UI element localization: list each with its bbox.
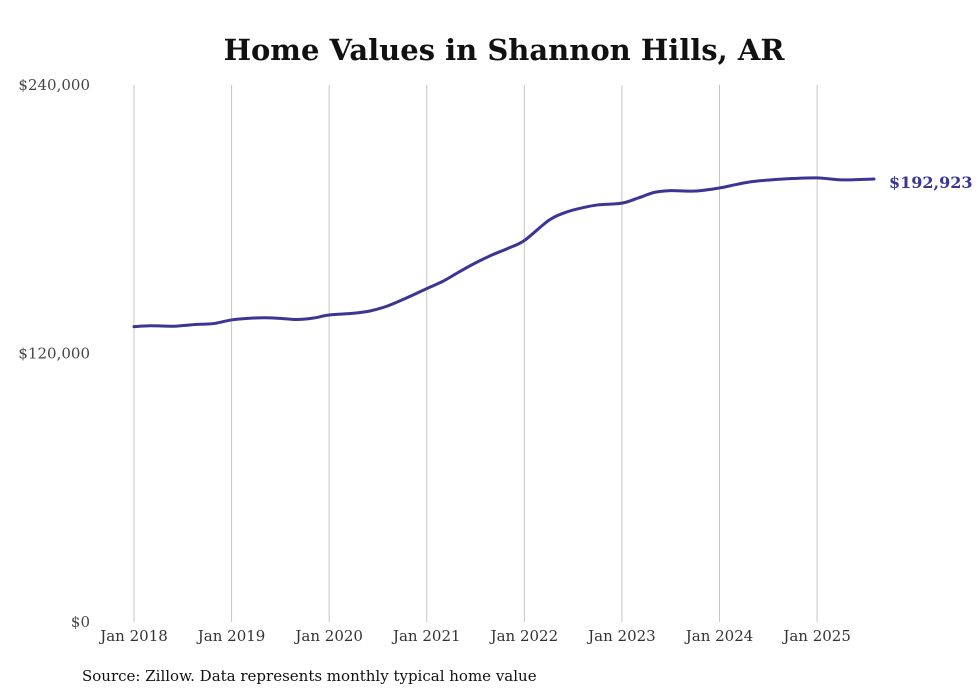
x-tick-label: Jan 2021 — [391, 627, 461, 645]
x-tick-label: Jan 2025 — [781, 627, 851, 645]
series-line — [132, 176, 876, 329]
x-tick-label: Jan 2018 — [98, 627, 168, 645]
end-value-label: $192,923 — [889, 173, 973, 192]
x-tick-label: Jan 2020 — [293, 627, 363, 645]
source-note: Source: Zillow. Data represents monthly … — [82, 667, 537, 685]
x-axis-ticks: Jan 2018 Jan 2019 Jan 2020 Jan 2021 Jan 2022… — [98, 627, 851, 645]
vertical-gridlines — [133, 85, 818, 622]
chart-title: Home Values in Shannon Hills, AR — [224, 33, 786, 67]
x-tick-label: Jan 2019 — [196, 627, 266, 645]
y-axis-ticks: $0 $120,000 $240,000 — [18, 76, 90, 631]
series-group — [132, 176, 876, 329]
y-tick-label: $240,000 — [18, 76, 90, 94]
y-tick-label: $0 — [71, 613, 90, 631]
x-tick-label: Jan 2023 — [586, 627, 656, 645]
x-tick-label: Jan 2022 — [489, 627, 559, 645]
x-tick-label: Jan 2024 — [684, 627, 754, 645]
y-tick-label: $120,000 — [18, 345, 90, 363]
